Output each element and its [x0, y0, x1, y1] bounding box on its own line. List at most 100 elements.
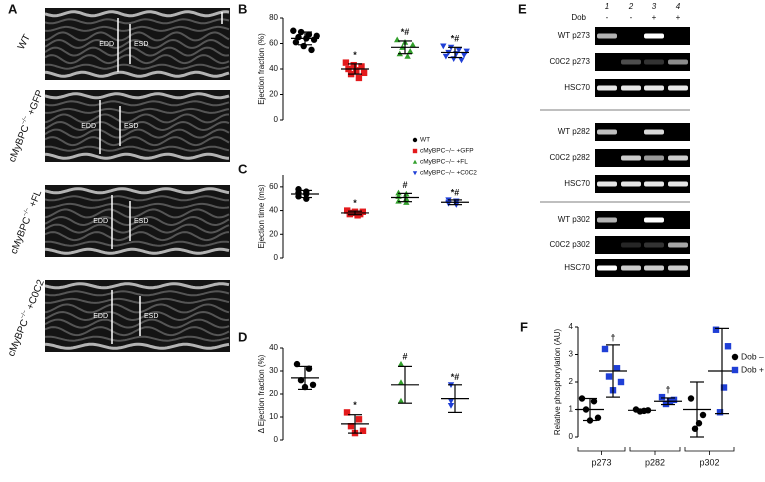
blot-band [668, 155, 688, 161]
data-point [350, 61, 357, 69]
y-tick-label: 1 [569, 405, 574, 414]
data-point [440, 43, 447, 50]
blot-row-label: C0C2 p273 [550, 57, 591, 66]
data-point [601, 345, 609, 353]
blot-band [597, 265, 617, 271]
y-tick-label: 20 [269, 229, 278, 238]
echo-texture [44, 100, 230, 107]
data-point [360, 69, 368, 77]
significance-mark: *# [451, 33, 460, 43]
data-point [699, 411, 707, 419]
blot-strip [595, 236, 690, 254]
echo-texture [44, 136, 230, 147]
data-point [613, 365, 621, 372]
echo-texture [44, 120, 230, 132]
echo-texture [44, 247, 230, 255]
echo-texture [44, 202, 230, 209]
y-tick-label: 30 [269, 366, 278, 375]
lane-number: 4 [676, 2, 681, 11]
data-point [670, 396, 678, 404]
data-point [359, 427, 367, 434]
data-point [358, 63, 365, 70]
y-tick-label: 3 [569, 350, 574, 359]
blot-band [597, 181, 617, 187]
echo-texture [44, 25, 230, 32]
blot-header: Dob [571, 13, 586, 22]
significance-mark: † [610, 332, 615, 342]
echo-texture [44, 240, 230, 247]
y-tick-label: 0 [274, 435, 279, 444]
label-text: cMyBPC [6, 318, 31, 358]
echo-image [45, 280, 230, 352]
echo-texture [44, 342, 230, 350]
echo-row-label: cMyBPC−/− +GFP [6, 88, 46, 164]
data-point [460, 52, 468, 59]
blot-strip [595, 175, 690, 193]
legend-marker [412, 137, 418, 143]
y-axis-title: Relative phosphorylation (AU) [553, 329, 562, 436]
label-suffix: +FL [26, 188, 44, 211]
data-point [293, 360, 301, 368]
label-text: cMyBPC [7, 124, 32, 164]
blot-strip [595, 259, 690, 277]
blot-band [644, 217, 664, 223]
data-point [463, 48, 470, 55]
label-suffix: +C0C2 [24, 278, 47, 314]
category-bracket [684, 447, 735, 455]
label-suffix: +GFP [24, 88, 45, 119]
data-point [290, 27, 297, 34]
y-tick-label: 40 [269, 64, 278, 73]
edd-label: EDD [99, 41, 114, 48]
blot-band [668, 181, 688, 187]
echo-texture [44, 231, 230, 242]
data-point [297, 377, 305, 384]
echo-texture [44, 63, 230, 70]
data-point [355, 416, 363, 423]
data-point [724, 343, 732, 350]
echo-texture [44, 290, 230, 297]
y-tick-label: 20 [269, 90, 278, 99]
data-point [292, 39, 300, 46]
y-tick-label: 0 [569, 432, 574, 441]
y-tick-label: 80 [269, 13, 278, 22]
blot-band [621, 85, 641, 91]
blot-row-label: HSC70 [564, 179, 590, 188]
panel-label: D [238, 329, 247, 344]
echo-image [45, 8, 230, 80]
echo-texture [44, 215, 230, 227]
blot-band [644, 155, 664, 161]
blot-band [621, 265, 641, 271]
echo-texture [44, 152, 229, 160]
label-text: cMyBPC [8, 215, 33, 255]
y-tick-label: 60 [269, 182, 278, 191]
label-sup: −/− [22, 206, 31, 217]
y-axis-title: Ejection time (ms) [257, 184, 266, 248]
echo-texture [44, 303, 230, 314]
legend-label: WT [420, 137, 430, 144]
blot-row-label: C0C2 p282 [550, 153, 591, 162]
data-point [310, 36, 318, 43]
y-tick-label: 60 [269, 39, 278, 48]
significance-mark: * [353, 50, 357, 60]
data-point [578, 395, 586, 402]
echo-texture [44, 113, 229, 124]
blot-row-label: HSC70 [564, 263, 590, 272]
significance-mark: # [402, 351, 407, 361]
echo-row-label: cMyBPC−/− +C0C2 [5, 277, 47, 358]
legend-label: Dob + [741, 364, 764, 374]
panel-label: E [518, 1, 527, 16]
esd-label: ESD [124, 123, 138, 130]
echo-texture [44, 54, 230, 65]
echo-texture [44, 128, 230, 139]
blot-band [621, 155, 641, 161]
data-point [605, 373, 613, 380]
y-tick-label: 40 [269, 343, 278, 352]
data-point [344, 207, 351, 214]
y-tick-label: 0 [274, 115, 279, 124]
blot-band [621, 242, 641, 248]
echo-texture [44, 31, 230, 42]
blot-strip [595, 53, 690, 71]
panel-label: C [238, 161, 248, 176]
blot-band [597, 33, 617, 39]
blot-row-label: WT p273 [558, 31, 591, 40]
